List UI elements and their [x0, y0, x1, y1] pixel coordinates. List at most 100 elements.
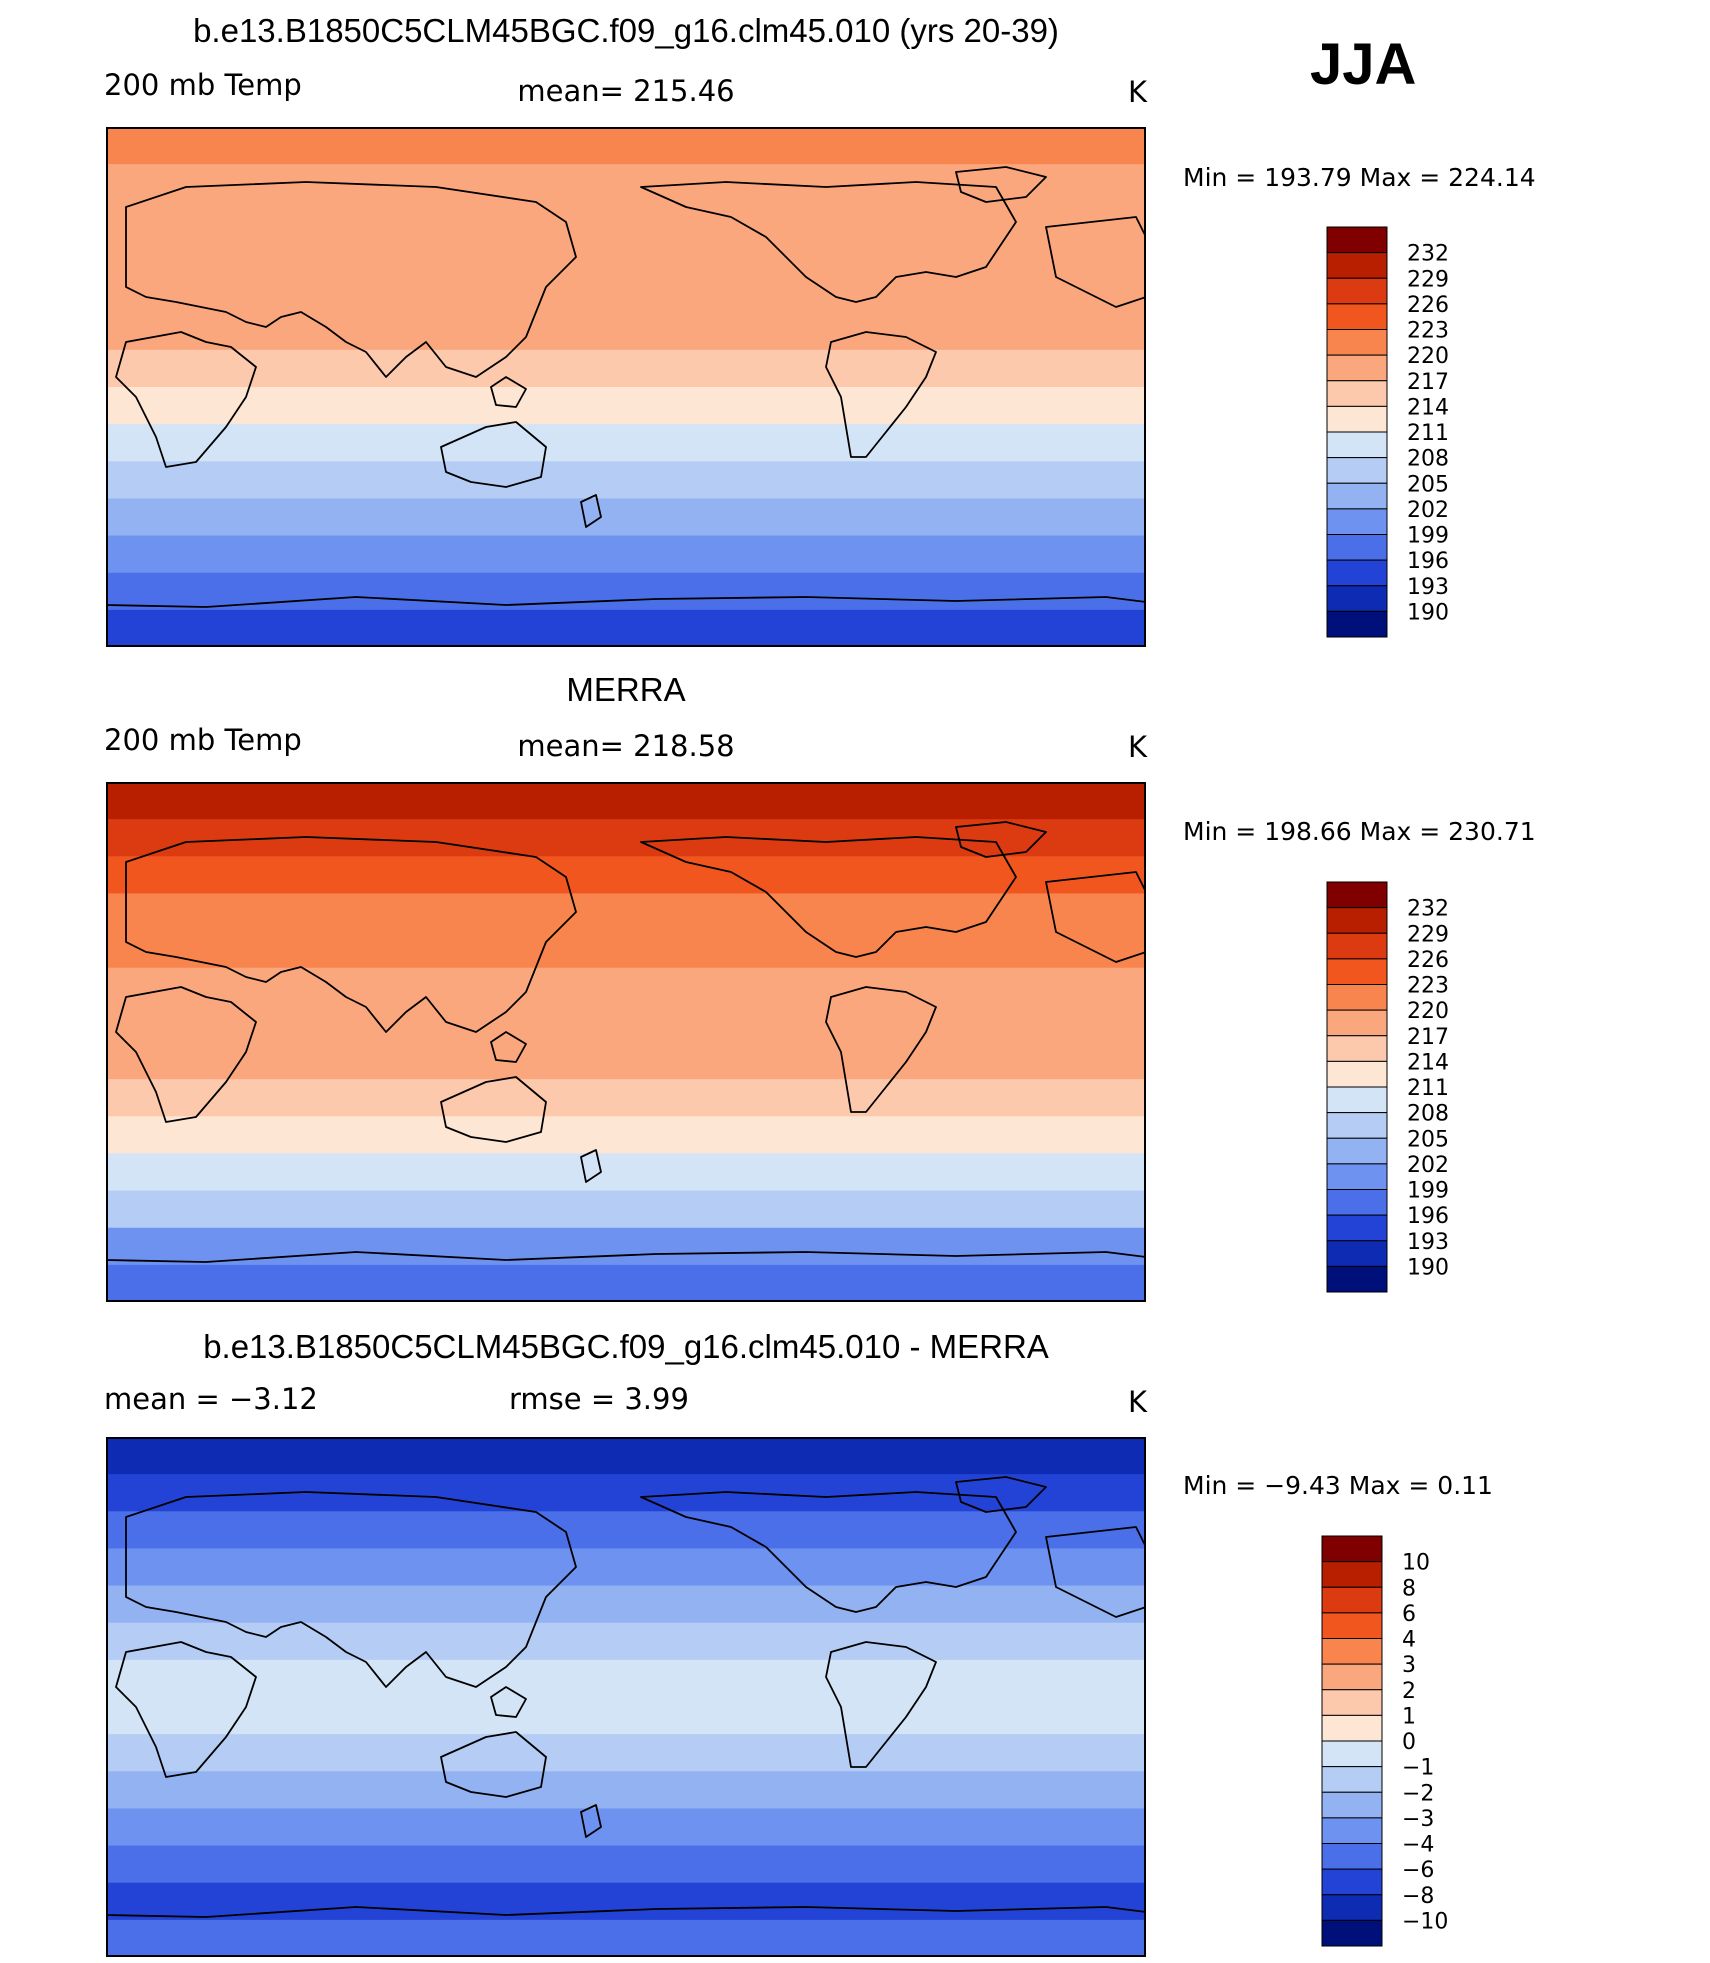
colorbar-tick-label: −10	[1402, 1909, 1448, 1934]
colorbar-swatch	[1326, 610, 1388, 638]
coastline	[125, 836, 577, 1033]
colorbar-tick-label: 229	[1407, 922, 1449, 947]
colorbar-swatch	[1326, 277, 1388, 305]
coastline	[825, 331, 937, 458]
colorbar-swatch	[1321, 1714, 1383, 1742]
coastline	[115, 986, 257, 1123]
map-field-band	[106, 127, 1146, 166]
coastline	[440, 1731, 547, 1798]
coastline	[125, 1491, 577, 1688]
map-field-band	[106, 275, 1146, 314]
colorbar-swatch	[1326, 252, 1388, 279]
panel-1-center-label: mean= 215.46	[517, 74, 735, 108]
coastline	[440, 1076, 547, 1143]
colorbar-tick-label: 214	[1407, 395, 1449, 420]
coastline	[490, 376, 527, 408]
colorbar-swatch	[1321, 1638, 1383, 1665]
colorbar-tick-label: 196	[1407, 549, 1449, 574]
panel-1-title: b.e13.B1850C5CLM45BGC.f09_g16.clm45.010 …	[193, 12, 1059, 49]
coastline	[955, 166, 1047, 203]
map-field-band	[106, 498, 1146, 537]
panel-3-title: b.e13.B1850C5CLM45BGC.f09_g16.clm45.010 …	[203, 1328, 1049, 1365]
panel-2-title: MERRA	[566, 671, 686, 708]
colorbar-swatch	[1321, 1663, 1383, 1691]
colorbar-tick-label: 220	[1407, 344, 1449, 369]
map-field-band	[106, 1585, 1146, 1624]
colorbar-swatch	[1326, 226, 1388, 254]
colorbar-swatch	[1321, 1843, 1383, 1870]
colorbar-swatch	[1326, 1086, 1388, 1114]
colorbar-tick-label: 208	[1407, 1102, 1449, 1127]
colorbar-tick-label: −3	[1402, 1807, 1434, 1832]
coastline	[640, 181, 1017, 303]
map-field-band	[106, 1227, 1146, 1266]
colorbar-swatch	[1326, 380, 1388, 407]
coastline	[640, 836, 1017, 958]
map-field-band	[106, 1079, 1146, 1118]
colorbar-swatch	[1326, 329, 1388, 356]
colorbar-tick-label: 217	[1407, 1025, 1449, 1050]
colorbar-tick-label: 199	[1407, 1179, 1449, 1204]
colorbar-tick-label: 226	[1407, 948, 1449, 973]
colorbar-swatch	[1321, 1919, 1383, 1947]
map-field-band	[106, 1042, 1146, 1081]
colorbar-tick-label: −2	[1402, 1781, 1434, 1806]
colorbar-tick-label: −4	[1402, 1833, 1434, 1858]
colorbar-tick-label: 211	[1407, 1076, 1449, 1101]
colorbar-tick-label: 0	[1402, 1730, 1416, 1755]
panel-2-minmax: Min = 198.66 Max = 230.71	[1183, 817, 1536, 846]
colorbar-tick-label: −6	[1402, 1858, 1434, 1883]
map-field-band	[106, 782, 1146, 821]
colorbar-swatch	[1326, 1137, 1388, 1165]
map-field-band	[106, 461, 1146, 500]
colorbar-tick-label: 10	[1402, 1551, 1430, 1576]
colorbar-tick-label: 202	[1407, 498, 1449, 523]
colorbar-swatch	[1326, 881, 1388, 909]
colorbar-tick-label: 3	[1402, 1653, 1416, 1678]
coastline	[1045, 1526, 1146, 1618]
coastline	[490, 1686, 527, 1718]
coastline	[825, 986, 937, 1113]
map-field-band	[106, 535, 1146, 574]
map-field-band	[106, 1845, 1146, 1884]
colorbar-swatch	[1326, 431, 1388, 459]
map-field-band	[106, 1437, 1146, 1476]
map-field-band	[106, 967, 1146, 1006]
colorbar-swatch	[1321, 1612, 1383, 1640]
colorbar-swatch	[1321, 1766, 1383, 1793]
colorbar-tick-label: 232	[1407, 897, 1449, 922]
colorbar-swatch	[1326, 1189, 1388, 1216]
coastline	[580, 494, 602, 528]
colorbar-swatch	[1321, 1894, 1383, 1921]
coastline	[580, 1149, 602, 1183]
colorbar-swatch	[1326, 1035, 1388, 1062]
colorbar-tick-label: 205	[1407, 472, 1449, 497]
colorbar-swatch	[1326, 958, 1388, 986]
coastline	[1045, 871, 1146, 963]
colorbar-swatch	[1326, 405, 1388, 433]
map-field-band	[106, 572, 1146, 611]
panel-3-left-label: mean = −3.12	[104, 1382, 318, 1416]
coastline	[955, 821, 1047, 858]
colorbar-tick-label: 8	[1402, 1576, 1416, 1601]
map-field-band	[106, 1190, 1146, 1229]
colorbar-swatch	[1326, 907, 1388, 934]
colorbar-tick-label: −8	[1402, 1884, 1434, 1909]
colorbar-swatch	[1326, 1265, 1388, 1293]
coastline	[580, 1804, 602, 1838]
colorbar-swatch	[1326, 932, 1388, 960]
map-frame	[106, 127, 1146, 647]
colorbar-tick-label: 217	[1407, 370, 1449, 395]
colorbar-tick-label: 4	[1402, 1628, 1416, 1653]
colorbar-swatch	[1321, 1689, 1383, 1716]
panel-2-map	[106, 782, 1146, 1302]
coastline	[1045, 216, 1146, 308]
colorbar-swatch	[1326, 1112, 1388, 1139]
map-field-band	[106, 1511, 1146, 1550]
colorbar-swatch	[1321, 1586, 1383, 1614]
map-field-band	[106, 1882, 1146, 1921]
map-field-band	[106, 856, 1146, 895]
colorbar-swatch	[1326, 303, 1388, 331]
colorbar-tick-label: 2	[1402, 1679, 1416, 1704]
